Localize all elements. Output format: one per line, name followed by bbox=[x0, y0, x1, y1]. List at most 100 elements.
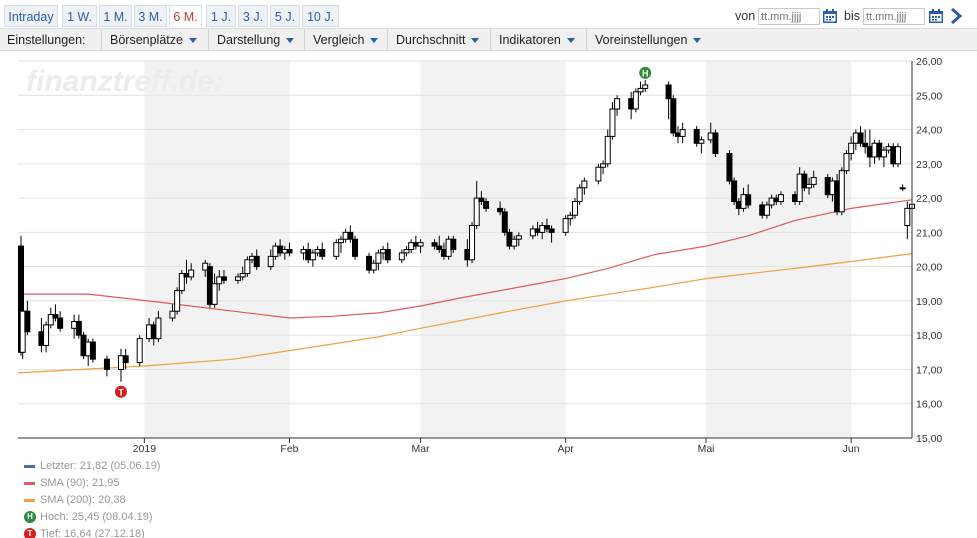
price-chart[interactable]: finanztreff.de: HT 15,0016,0017,0018,001… bbox=[0, 51, 977, 456]
chevron-down-icon bbox=[370, 38, 379, 44]
candle-body bbox=[745, 194, 752, 206]
low-marker-circle bbox=[114, 385, 127, 398]
candle-body bbox=[609, 108, 616, 137]
to-label: bis bbox=[844, 9, 860, 23]
candle-body bbox=[370, 262, 377, 271]
moving-averages bbox=[17, 199, 913, 374]
candle-body bbox=[843, 153, 850, 172]
candle-body bbox=[806, 183, 813, 189]
menu-label: Indikatoren bbox=[499, 33, 561, 47]
candle-body bbox=[239, 272, 246, 278]
last-swatch bbox=[24, 465, 35, 468]
range-tab-1y[interactable]: 1 J. bbox=[206, 5, 236, 27]
candle-body bbox=[220, 276, 227, 281]
candle-body bbox=[571, 201, 578, 216]
y-tick-label: 19,00 bbox=[916, 296, 942, 308]
range-tab-1m[interactable]: 1 M. bbox=[99, 5, 132, 27]
grid bbox=[18, 60, 912, 439]
calendar-icon[interactable] bbox=[822, 8, 838, 24]
sma90-swatch bbox=[24, 482, 35, 485]
range-tab-1w[interactable]: 1 W. bbox=[62, 5, 97, 27]
candle-body bbox=[309, 252, 316, 261]
candle-body bbox=[188, 269, 195, 278]
candle-body bbox=[398, 252, 405, 261]
menu-label: Börsenplätze bbox=[110, 33, 183, 47]
y-tick-label: 15,00 bbox=[916, 433, 942, 445]
sma200-swatch bbox=[24, 499, 35, 502]
menu-vergleich[interactable]: Vergleich bbox=[304, 29, 384, 51]
month-shading bbox=[144, 61, 852, 438]
candle-body bbox=[581, 180, 588, 189]
candle-body bbox=[595, 166, 602, 182]
candle-body bbox=[899, 187, 906, 190]
candle-body bbox=[880, 149, 887, 158]
high-marker-circle bbox=[639, 66, 652, 79]
from-date-input[interactable] bbox=[758, 8, 820, 25]
x-tick-label: Jun bbox=[843, 443, 860, 455]
candle-body bbox=[417, 242, 424, 247]
candle-body bbox=[43, 324, 50, 346]
menu-voreinstellungen[interactable]: Voreinstellungen bbox=[586, 29, 711, 51]
candle-body bbox=[47, 314, 54, 326]
menu-durchschnitt[interactable]: Durchschnitt bbox=[387, 29, 487, 51]
to-date-input[interactable] bbox=[863, 8, 925, 25]
extreme-markers: HT bbox=[114, 66, 652, 398]
candle-body bbox=[731, 180, 738, 203]
range-tab-6m[interactable]: 6 M. bbox=[169, 5, 202, 27]
candle-body bbox=[515, 235, 522, 240]
candle-body bbox=[337, 238, 344, 244]
candle-body bbox=[178, 272, 185, 292]
range-tab-3m[interactable]: 3 M. bbox=[134, 5, 167, 27]
settings-label: Einstellungen: bbox=[7, 33, 86, 47]
chevron-down-icon bbox=[188, 38, 197, 44]
menu-darstellung[interactable]: Darstellung bbox=[208, 29, 301, 51]
chevron-down-icon bbox=[286, 38, 295, 44]
chevron-down-icon bbox=[471, 38, 480, 44]
candle-body bbox=[632, 91, 639, 110]
candle-body bbox=[267, 255, 274, 268]
from-label: von bbox=[735, 9, 756, 23]
range-tab-3y[interactable]: 3 J. bbox=[238, 5, 268, 27]
candle-body bbox=[511, 238, 518, 247]
y-tick-label: 16,00 bbox=[916, 399, 942, 411]
candle-body bbox=[497, 207, 504, 213]
candle-body bbox=[501, 211, 508, 233]
menu-label: Voreinstellungen bbox=[595, 33, 688, 47]
candle-body bbox=[347, 231, 354, 240]
y-tick-label: 21,00 bbox=[916, 227, 942, 239]
range-tab-10y[interactable]: 10 J. bbox=[302, 5, 339, 27]
candle-body bbox=[642, 84, 649, 89]
candle-body bbox=[384, 249, 391, 261]
candle-body bbox=[24, 310, 31, 333]
calendar-icon[interactable] bbox=[928, 8, 944, 24]
candle-body bbox=[375, 252, 382, 264]
candle-body bbox=[333, 242, 340, 257]
y-tick-label: 23,00 bbox=[916, 159, 942, 171]
candle-body bbox=[604, 135, 611, 165]
menu-boersenplaetze[interactable]: Börsenplätze bbox=[101, 29, 205, 51]
candle-body bbox=[169, 310, 176, 319]
candles bbox=[18, 79, 915, 382]
next-arrow-icon[interactable] bbox=[947, 7, 965, 25]
candle-body bbox=[450, 238, 457, 251]
candle-body bbox=[848, 142, 855, 155]
range-tab-intraday[interactable]: Intraday bbox=[4, 5, 58, 27]
y-tick-label: 18,00 bbox=[916, 330, 942, 342]
high-marker-label: H bbox=[642, 68, 649, 78]
candle-body bbox=[838, 170, 845, 213]
candle-body bbox=[693, 129, 700, 144]
sma200-line bbox=[17, 253, 913, 374]
menu-indikatoren[interactable]: Indikatoren bbox=[490, 29, 583, 51]
candle-body bbox=[319, 249, 326, 257]
range-tab-5y[interactable]: 5 J. bbox=[270, 5, 300, 27]
month-shade bbox=[144, 61, 290, 438]
candle-body bbox=[567, 214, 574, 220]
candle-body bbox=[136, 338, 143, 364]
legend-text: Hoch: 25,45 (08.04.19) bbox=[40, 511, 153, 523]
range-bar: Intraday 1 W. 1 M. 3 M. 6 M. 1 J. 3 J. 5… bbox=[0, 5, 977, 27]
candle-body bbox=[234, 276, 241, 281]
menu-label: Darstellung bbox=[217, 33, 281, 47]
candle-body bbox=[155, 317, 162, 340]
y-tick-label: 17,00 bbox=[916, 364, 942, 376]
